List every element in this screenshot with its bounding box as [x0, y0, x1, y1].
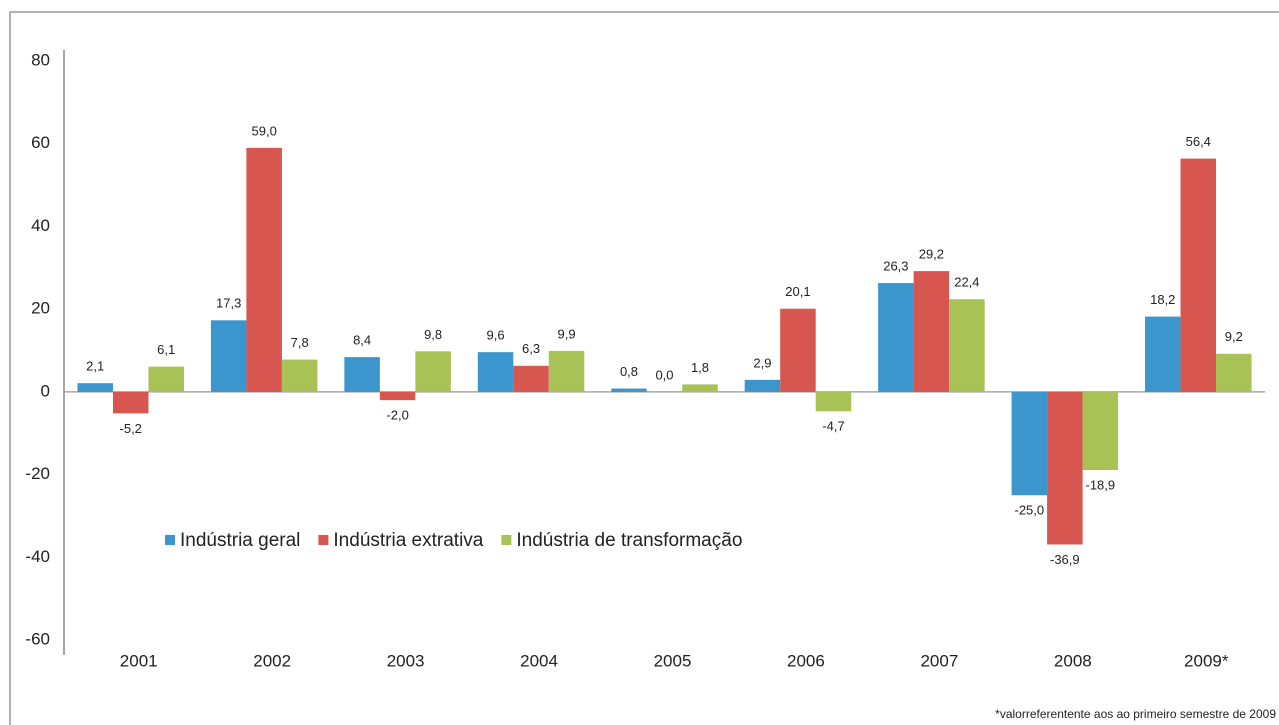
x-tick-label: 2002	[253, 651, 291, 670]
data-label: 18,2	[1150, 292, 1175, 307]
bar	[1082, 391, 1119, 471]
data-label: 6,1	[157, 342, 175, 357]
x-tick-label: 2001	[120, 651, 158, 670]
data-label: 6,3	[522, 341, 540, 356]
bar	[415, 351, 451, 392]
y-tick-label: 40	[31, 216, 50, 235]
data-label: -5,2	[120, 421, 142, 436]
data-label: -18,9	[1086, 477, 1116, 492]
bar	[744, 379, 781, 392]
x-tick-label: 2004	[520, 651, 558, 670]
data-label: 9,9	[558, 326, 576, 341]
data-label: -4,7	[822, 419, 844, 434]
bar	[611, 388, 647, 392]
y-tick-label: 0	[41, 381, 50, 400]
frame	[9, 11, 1279, 725]
legend-swatch	[501, 535, 512, 545]
data-label: -36,9	[1050, 552, 1080, 567]
bar	[112, 391, 149, 414]
data-label: 8,4	[353, 333, 371, 348]
data-label: 26,3	[883, 259, 908, 274]
bar	[913, 271, 950, 392]
bar	[949, 299, 985, 392]
legend-label: Indústria extrativa	[333, 530, 483, 551]
bar	[878, 283, 914, 392]
legend-label: Indústria geral	[180, 530, 300, 551]
bar	[246, 147, 282, 392]
data-label: 17,3	[216, 296, 241, 311]
x-tick-label: 2005	[654, 651, 692, 670]
bar	[513, 365, 549, 392]
bar	[815, 391, 852, 412]
bar	[148, 366, 184, 392]
data-label: 7,8	[291, 335, 309, 350]
legend-label: Indústria de transformação	[516, 530, 742, 551]
legend-swatch	[165, 535, 175, 545]
data-label: 9,8	[424, 327, 442, 342]
bar	[780, 308, 816, 392]
data-label: 1,8	[691, 360, 709, 375]
bar	[477, 352, 514, 392]
x-tick-label: 2008	[1054, 651, 1092, 670]
bar	[1011, 391, 1048, 496]
bar	[77, 383, 113, 392]
bar	[682, 384, 718, 392]
data-label: 29,2	[919, 247, 944, 262]
data-label: -2,0	[386, 408, 408, 423]
data-label: 0,8	[620, 364, 638, 379]
y-tick-label: 60	[31, 133, 50, 152]
bar	[1180, 158, 1217, 392]
x-tick-label: 2009*	[1184, 651, 1229, 670]
x-tick-label: 2007	[920, 651, 958, 670]
bar	[344, 357, 380, 392]
data-label: 59,0	[252, 123, 277, 138]
data-label: 56,4	[1186, 134, 1211, 149]
data-label: 20,1	[785, 284, 810, 299]
x-tick-label: 2003	[387, 651, 425, 670]
data-label: 2,9	[753, 355, 771, 370]
bar	[281, 359, 318, 392]
bar	[379, 391, 416, 401]
bar	[210, 320, 247, 392]
data-label: 9,6	[487, 328, 505, 343]
bar	[1216, 353, 1252, 392]
bar	[1145, 316, 1181, 392]
y-tick-label: 20	[31, 299, 50, 318]
footnote: *valorreferentente aos ao primeiro semes…	[995, 707, 1276, 721]
data-label: 22,4	[954, 275, 979, 290]
x-tick-label: 2006	[787, 651, 825, 670]
data-label: 2,1	[86, 359, 104, 374]
y-tick-label: -20	[25, 464, 50, 483]
data-label: 0,0	[655, 367, 673, 382]
y-tick-label: 80	[31, 50, 50, 69]
y-tick-label: -40	[25, 547, 50, 566]
bar	[1047, 391, 1083, 545]
data-label: -25,0	[1015, 503, 1045, 518]
legend-swatch	[318, 535, 329, 545]
y-tick-label: -60	[25, 629, 50, 648]
bar	[548, 350, 585, 392]
data-label: 9,2	[1225, 329, 1243, 344]
